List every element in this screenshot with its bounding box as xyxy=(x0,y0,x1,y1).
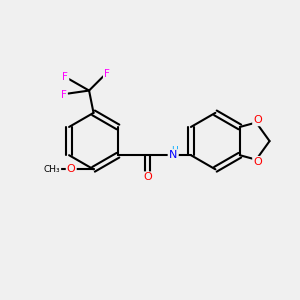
Text: F: F xyxy=(104,69,110,79)
Text: O: O xyxy=(253,115,262,125)
Text: O: O xyxy=(253,157,262,167)
Text: H: H xyxy=(171,146,178,155)
Text: CH₃: CH₃ xyxy=(44,165,60,174)
Text: N: N xyxy=(169,150,177,160)
Text: O: O xyxy=(143,172,152,182)
Text: O: O xyxy=(67,164,76,174)
Text: F: F xyxy=(62,72,68,82)
Text: F: F xyxy=(61,90,67,100)
